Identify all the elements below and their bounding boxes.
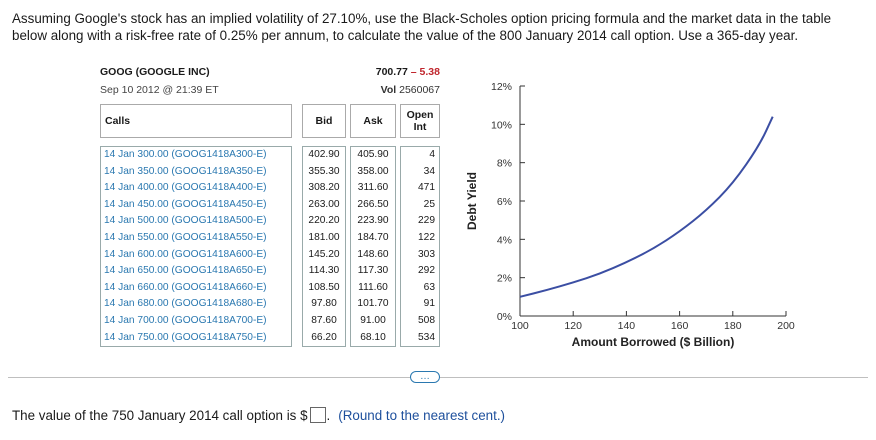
x-tick-label: 200 xyxy=(777,320,795,332)
price-value: 700.77 xyxy=(375,66,408,78)
series-line-0 xyxy=(519,116,774,298)
y-tick-label: 2% xyxy=(497,273,512,285)
cell-call-name[interactable]: 14 Jan 600.00 (GOOG1418A600-E) xyxy=(104,248,267,260)
y-tick-label: 10% xyxy=(491,119,512,131)
cell-open-int: 508 xyxy=(418,314,435,326)
volume-label: Vol xyxy=(380,84,397,96)
answer-row: The value of the 750 January 2014 call o… xyxy=(12,407,505,423)
cell-ask: 311.60 xyxy=(357,182,389,194)
cell-call-name[interactable]: 14 Jan 550.00 (GOOG1418A550-E) xyxy=(104,231,267,243)
cell-bid: 145.20 xyxy=(308,248,340,260)
bid-column: 402.90 355.30 308.20 263.00 220.20 181.00 145.… xyxy=(302,146,346,348)
cell-call-name[interactable]: 14 Jan 750.00 (GOOG1418A750-E) xyxy=(104,331,267,343)
cell-ask: 266.50 xyxy=(357,198,389,210)
cell-open-int: 303 xyxy=(418,248,435,260)
x-axis-title: Amount Borrowed ($ Billion) xyxy=(572,335,735,349)
cell-call-name[interactable]: 14 Jan 350.00 (GOOG1418A350-E) xyxy=(104,165,267,177)
cell-bid: 97.80 xyxy=(311,298,337,310)
cell-bid: 181.00 xyxy=(308,231,340,243)
stock-symbol: GOOG (GOOGLE INC) xyxy=(100,66,210,78)
cell-ask: 117.30 xyxy=(357,265,389,277)
y-tick-label: 0% xyxy=(497,311,512,323)
cell-ask: 68.10 xyxy=(360,331,386,343)
price-change: – 5.38 xyxy=(410,66,440,78)
cell-bid: 355.30 xyxy=(308,165,340,177)
cell-bid: 114.30 xyxy=(308,265,340,277)
x-tick-label: 140 xyxy=(618,320,636,332)
cell-open-int: 122 xyxy=(418,231,435,243)
rounding-hint: (Round to the nearest cent.) xyxy=(338,407,506,423)
volume-value: 2560067 xyxy=(399,84,440,96)
open-int-column: 4 34 471 25 229 122 303 292 63 91 508 534 xyxy=(400,146,440,348)
more-button[interactable]: … xyxy=(410,371,440,383)
cell-open-int: 4 xyxy=(429,149,435,160)
cell-call-name[interactable]: 14 Jan 660.00 (GOOG1418A660-E) xyxy=(104,281,267,293)
y-tick-label: 6% xyxy=(497,196,512,208)
cell-bid: 108.50 xyxy=(308,281,340,293)
cell-open-int: 91 xyxy=(423,298,435,310)
cell-ask: 184.70 xyxy=(357,231,389,243)
cell-bid: 220.20 xyxy=(308,215,340,227)
calls-column: 14 Jan 300.00 (GOOG1418A300-E) 14 Jan 350… xyxy=(100,146,292,348)
cell-call-name[interactable]: 14 Jan 650.00 (GOOG1418A650-E) xyxy=(104,265,267,277)
cell-bid: 308.20 xyxy=(308,182,340,194)
ask-column: 405.90 358.00 311.60 266.50 223.90 184.70 148.… xyxy=(350,146,396,348)
x-tick-label: 100 xyxy=(511,320,529,332)
cell-ask: 358.00 xyxy=(357,165,389,177)
cell-open-int: 292 xyxy=(418,265,435,277)
cell-call-name[interactable]: 14 Jan 400.00 (GOOG1418A400-E) xyxy=(104,182,267,194)
cell-call-name[interactable]: 14 Jan 450.00 (GOOG1418A450-E) xyxy=(104,198,267,210)
cell-bid: 87.60 xyxy=(311,314,337,326)
cell-open-int: 25 xyxy=(423,198,435,210)
debt-yield-chart: 0% 2% 4% 6% 8% 10% 12% 100 120 140 160 180 200 Debt Y… xyxy=(465,81,795,349)
header-open-int: Open Int xyxy=(400,104,440,138)
y-axis-title: Debt Yield xyxy=(465,172,479,230)
cell-call-name[interactable]: 14 Jan 700.00 (GOOG1418A700-E) xyxy=(104,314,267,326)
x-tick-label: 160 xyxy=(671,320,689,332)
cell-bid: 66.20 xyxy=(311,331,337,343)
cell-ask: 111.60 xyxy=(358,281,388,293)
cell-call-name[interactable]: 14 Jan 500.00 (GOOG1418A500-E) xyxy=(104,215,267,227)
x-tick-label: 180 xyxy=(724,320,742,332)
cell-open-int: 534 xyxy=(418,331,435,343)
quote-datetime: Sep 10 2012 @ 21:39 ET xyxy=(100,84,219,96)
cell-ask: 148.60 xyxy=(357,248,389,260)
header-calls: Calls xyxy=(100,104,292,138)
cell-ask: 223.90 xyxy=(357,215,389,227)
x-tick-label: 120 xyxy=(564,320,582,332)
stock-price: 700.77 – 5.38 xyxy=(376,66,440,78)
y-tick-label: 8% xyxy=(497,158,512,170)
cell-open-int: 34 xyxy=(423,165,435,177)
cell-ask: 91.00 xyxy=(360,314,386,326)
cell-bid: 263.00 xyxy=(308,198,340,210)
table-header: Calls Bid Ask Open Int xyxy=(100,104,440,138)
cell-open-int: 63 xyxy=(423,281,435,293)
answer-prefix: The value of the 750 January 2014 call o… xyxy=(12,407,308,423)
question-text: Assuming Google's stock has an implied v… xyxy=(12,11,832,43)
cell-ask: 405.90 xyxy=(357,149,389,160)
y-tick-label: 12% xyxy=(491,81,512,93)
cell-call-name[interactable]: 14 Jan 300.00 (GOOG1418A300-E) xyxy=(104,149,267,160)
cell-open-int: 471 xyxy=(418,182,435,194)
cell-open-int: 229 xyxy=(418,215,435,227)
answer-suffix: . xyxy=(326,407,331,423)
header-bid: Bid xyxy=(302,104,346,138)
y-tick-label: 4% xyxy=(497,234,512,246)
header-ask: Ask xyxy=(350,104,396,138)
cell-call-name[interactable]: 14 Jan 680.00 (GOOG1418A680-E) xyxy=(104,298,267,310)
answer-input[interactable] xyxy=(309,407,326,423)
volume: Vol 2560067 xyxy=(381,84,440,96)
cell-ask: 101.70 xyxy=(357,298,389,310)
cell-bid: 402.90 xyxy=(308,149,340,160)
